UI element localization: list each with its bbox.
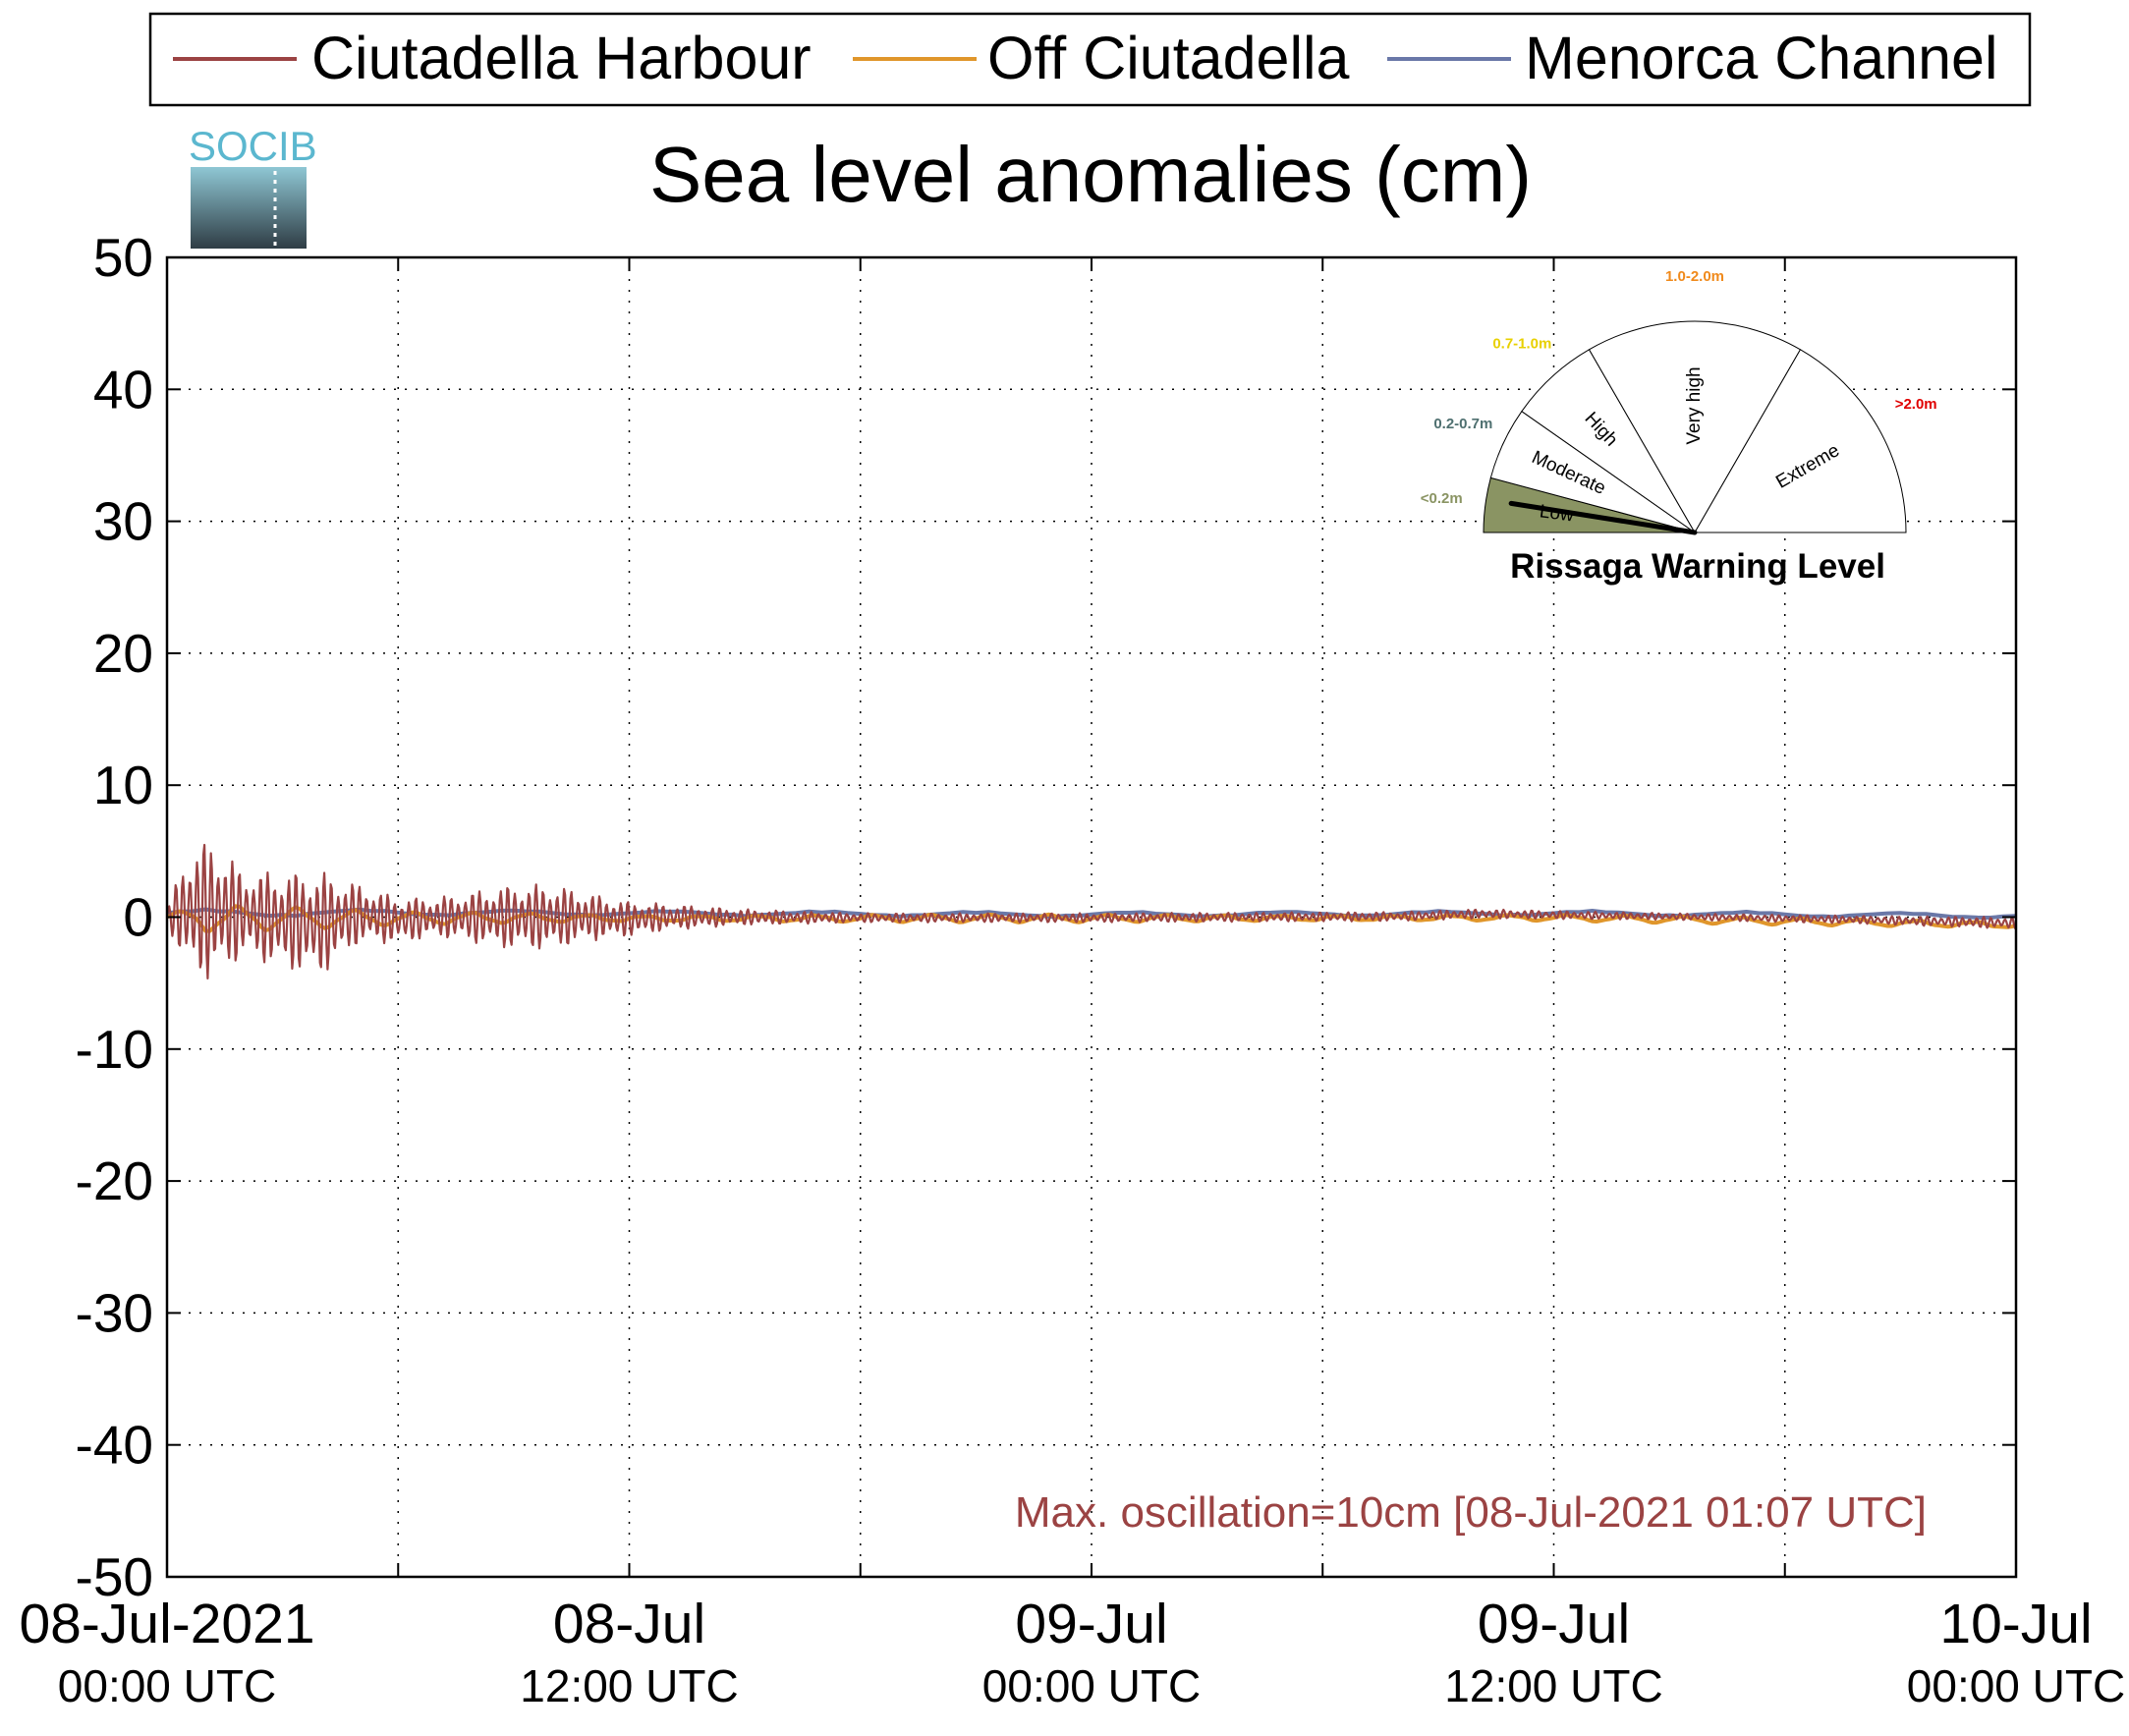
axis-ticks [166,256,2017,1578]
x-tick-label-time: 00:00 UTC [1907,1660,2125,1711]
max-oscillation-annotation: Max. oscillation=10cm [08-Jul-2021 01:07… [1015,1488,1927,1537]
chart-title: Sea level anomalies (cm) [649,131,1532,218]
gauge-range-label-extreme: >2.0m [1895,396,1937,413]
y-tick-label: 20 [93,623,153,684]
legend-label-off-ciutadella: Off Ciutadella [987,25,1350,91]
y-tick-label: -30 [76,1282,154,1343]
gauge-range-label-moderate: 0.2-0.7m [1433,416,1492,432]
y-tick-label: -10 [76,1019,154,1080]
legend-label-ciutadella-harbour: Ciutadella Harbour [311,25,812,91]
gauge-needle [1508,500,1698,535]
legend: Ciutadella Harbour Off Ciutadella Menorc… [148,12,2032,107]
x-tick-label-date: 08-Jul-2021 [19,1593,314,1655]
series-layer [165,843,2017,980]
socib-logo: SOCIB [189,123,317,249]
gauge-title: Rissaga Warning Level [1510,547,1885,586]
x-tick-label-date: 09-Jul [1478,1593,1630,1655]
x-tick-label-time: 00:00 UTC [982,1660,1201,1711]
gauge-sector-extreme [1694,349,1907,533]
y-tick-label: 50 [93,227,153,288]
x-tick-label-date: 09-Jul [1015,1593,1167,1655]
y-tick-label: 40 [93,359,153,420]
y-tick-labels: 50 40 30 20 10 0 -10 -20 -30 -40 -50 [76,227,154,1607]
y-tick-label: 30 [93,491,153,552]
gauge-range-label-very-high: 1.0-2.0m [1665,268,1724,285]
y-tick-label: 0 [123,887,153,948]
y-tick-label: 10 [93,755,153,815]
x-tick-label-time: 00:00 UTC [58,1660,276,1711]
x-tick-label-time: 12:00 UTC [520,1660,738,1711]
logo-text: SOCIB [189,123,317,169]
x-tick-label-date: 08-Jul [553,1593,705,1655]
gauge-sector-very-high [1588,320,1802,533]
legend-box [148,12,2032,107]
x-tick-label-date: 10-Jul [1939,1593,2092,1655]
y-tick-label: -50 [76,1546,154,1607]
y-tick-label: -20 [76,1150,154,1211]
gauge-sector-label-very-high: Very high [1684,366,1705,444]
gauge-range-label-high: 0.7-1.0m [1492,335,1551,352]
series-line-ciutadella-harbour [165,843,2017,980]
legend-label-menorca-channel: Menorca Channel [1525,25,1998,91]
x-tick-label-time: 12:00 UTC [1444,1660,1662,1711]
logo-block [191,167,307,249]
y-tick-label: -40 [76,1415,154,1476]
gauge-range-label-low: <0.2m [1421,490,1463,507]
